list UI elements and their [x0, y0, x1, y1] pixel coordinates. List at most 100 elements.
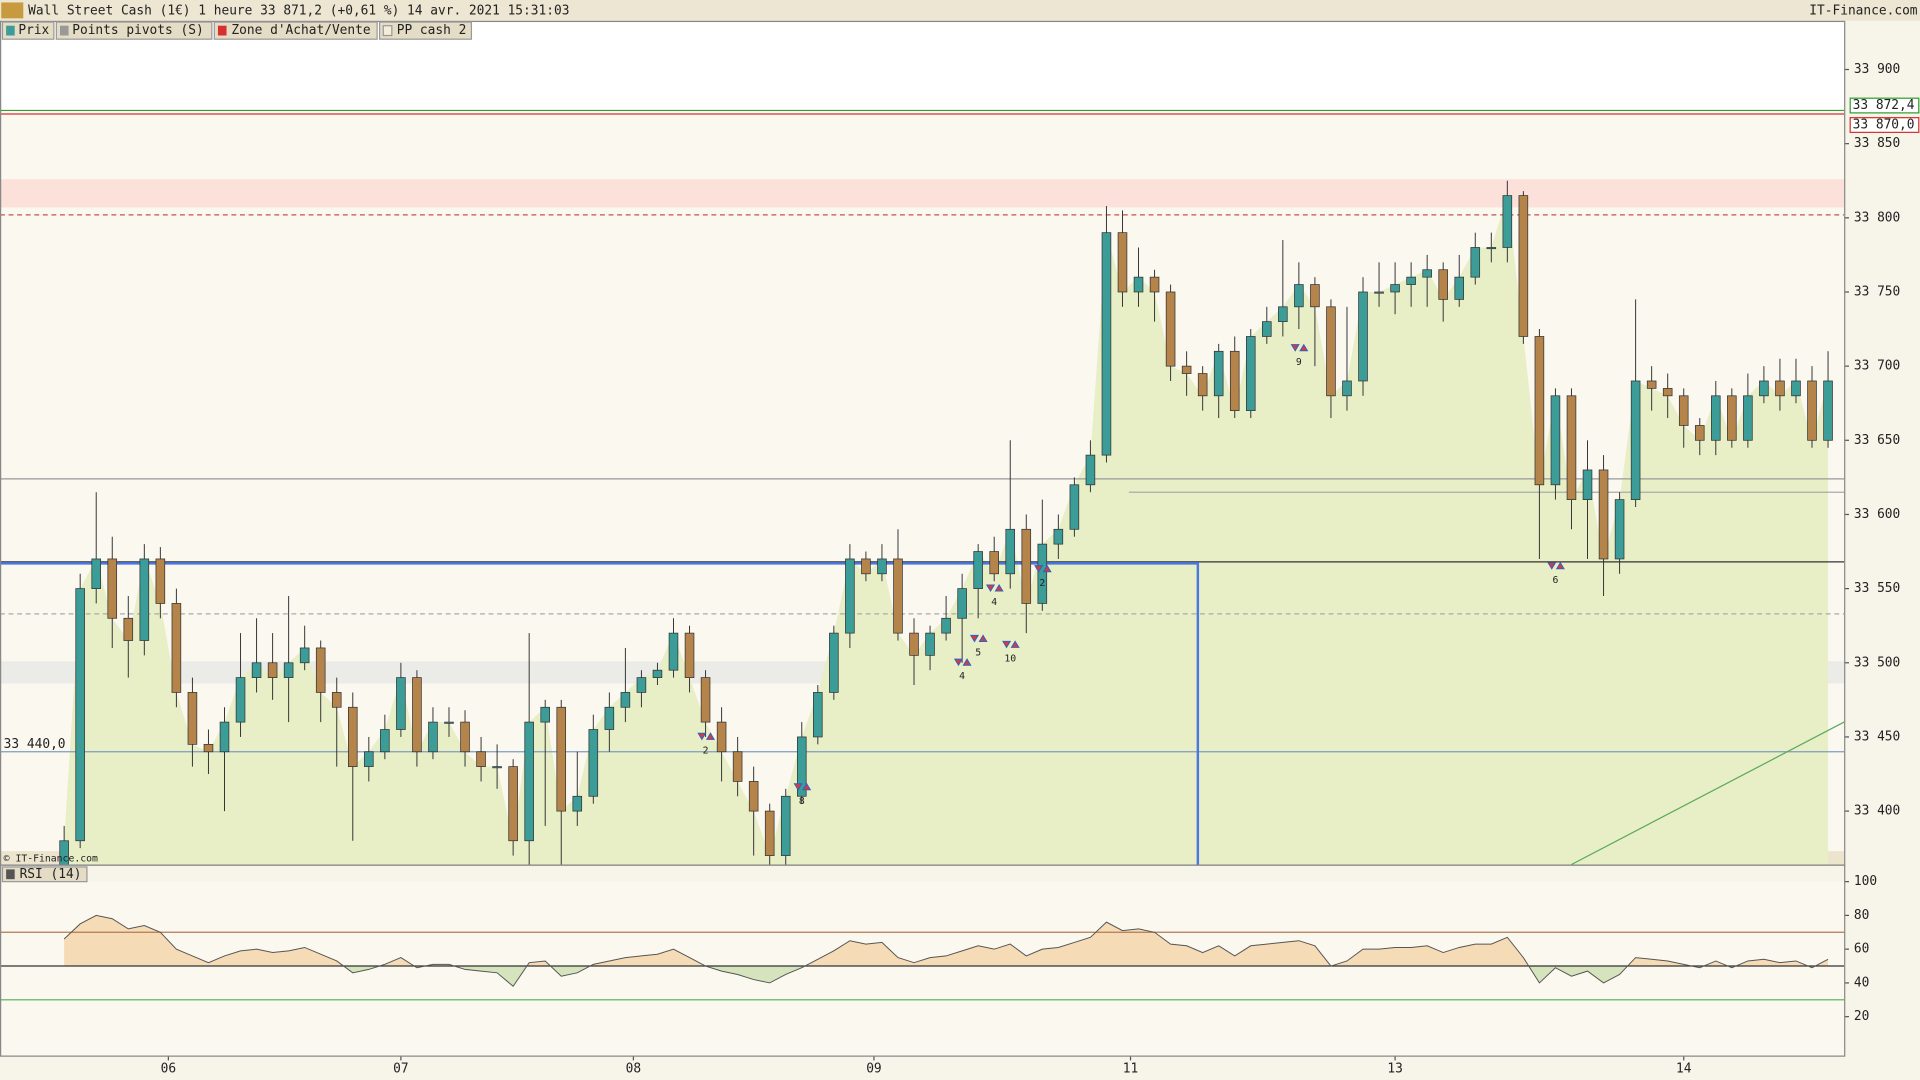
candle-body	[540, 706, 550, 723]
candle-body	[524, 721, 534, 842]
candle-body	[1807, 380, 1817, 441]
button-label[interactable]: Zone d'Achat/Vente	[231, 23, 370, 38]
candle-body	[460, 721, 470, 753]
logo	[1, 2, 24, 19]
candle-body	[1470, 247, 1481, 278]
level-label: 33 872,4	[1853, 98, 1915, 113]
candle-body	[219, 721, 230, 753]
x-tick-label: 07	[393, 1061, 408, 1076]
candle-body	[1550, 395, 1561, 486]
candle-body	[331, 692, 342, 708]
candle-body	[748, 781, 759, 812]
candle-body	[1213, 350, 1224, 397]
legend-buttons: Prix Points pivots (S) Zone d'Achat/Vent…	[1, 21, 473, 40]
candle-body	[1342, 380, 1352, 397]
x-tick-label: 09	[866, 1061, 881, 1076]
candle-body	[813, 692, 823, 738]
price-layer: 2 8 4 5 4 10 2 9 6	[0, 22, 1845, 865]
candle-body	[1101, 232, 1112, 456]
candle-body	[348, 706, 358, 767]
candle-body	[1534, 336, 1545, 486]
candle-body	[845, 558, 855, 634]
candle-body	[1069, 484, 1080, 530]
candle-body	[1486, 247, 1497, 250]
signal-label: 2	[1039, 578, 1045, 589]
candle-body	[1678, 395, 1689, 426]
button[interactable]	[378, 21, 473, 40]
signal-label: 4	[991, 597, 997, 608]
candle-body	[1197, 373, 1208, 397]
candle-body	[1181, 365, 1192, 374]
signal-marker	[1002, 640, 1020, 649]
candle-body	[556, 706, 567, 812]
candle-body	[1438, 269, 1448, 300]
y-tick-label: 33 700	[1854, 359, 1900, 374]
y-tick-label: 60	[1854, 942, 1869, 957]
candle-body	[187, 692, 198, 745]
candle-body	[1165, 291, 1176, 367]
candle-body	[75, 588, 85, 842]
candle-body	[1037, 543, 1048, 604]
button-label[interactable]: Points pivots (S)	[72, 23, 203, 38]
candle-body	[1310, 284, 1320, 308]
rsi-label[interactable]: RSI (14)	[20, 867, 82, 882]
x-tick-label: 14	[1676, 1061, 1692, 1076]
icon	[217, 25, 227, 36]
y-tick-label: 80	[1854, 908, 1869, 923]
candle-body	[155, 558, 166, 604]
candle-body	[283, 662, 294, 678]
candle-body	[909, 632, 919, 656]
candle-body	[91, 558, 101, 589]
candle-body	[668, 632, 679, 671]
candle-body	[59, 840, 69, 865]
candle-body	[700, 677, 711, 723]
icon	[6, 869, 15, 880]
candle-body	[716, 721, 727, 753]
candle-body	[123, 617, 134, 641]
y-tick-label: 33 850	[1854, 136, 1900, 151]
candle-body	[1117, 232, 1128, 293]
candle-body	[235, 677, 246, 723]
signal-label: 2	[703, 745, 709, 756]
axis-layer: 33 872,4 33 870,0 33 440,0 33 400 33 450 33 5…	[4, 62, 1920, 1076]
candle-body	[1582, 469, 1593, 500]
candle-body	[444, 721, 454, 724]
button[interactable]	[1, 21, 55, 40]
x-tick-label: 13	[1387, 1061, 1402, 1076]
candle-body	[203, 743, 214, 753]
y-tick-label: 100	[1854, 874, 1877, 889]
candle-body	[1662, 388, 1673, 397]
candle-body	[1694, 425, 1705, 441]
candle-body	[1326, 306, 1336, 397]
candle-body	[251, 662, 262, 678]
candle-body	[764, 810, 775, 856]
button[interactable]	[55, 21, 213, 40]
trendline	[1571, 721, 1845, 865]
button-label[interactable]: PP cash 2	[397, 23, 467, 38]
candle-body	[973, 551, 983, 589]
candle-body	[1711, 395, 1721, 441]
candle-body	[1743, 395, 1753, 441]
candle-body	[1422, 269, 1432, 278]
copyright: © IT-Finance.com	[4, 853, 98, 864]
candle-body	[299, 647, 310, 664]
candle-body	[989, 551, 999, 575]
button[interactable]	[213, 21, 378, 40]
candle-body	[941, 617, 951, 634]
price-area	[64, 195, 1829, 865]
y-tick-label: 40	[1854, 975, 1869, 990]
candle-body	[1053, 528, 1064, 545]
candle-body	[139, 558, 150, 641]
candle-body	[1229, 350, 1240, 412]
signal-label: 9	[1296, 357, 1302, 368]
level-label-box	[1849, 97, 1920, 114]
candle-body	[364, 751, 374, 767]
button-label[interactable]: Prix	[18, 23, 49, 38]
rsi-button[interactable]	[1, 866, 88, 883]
candle-body	[171, 603, 182, 693]
rsi-layer	[0, 914, 1845, 1001]
candle-body	[1278, 306, 1288, 323]
header-title: Wall Street Cash (1€) 1 heure 33 871,2 (…	[28, 4, 569, 19]
candle-body	[428, 721, 438, 753]
